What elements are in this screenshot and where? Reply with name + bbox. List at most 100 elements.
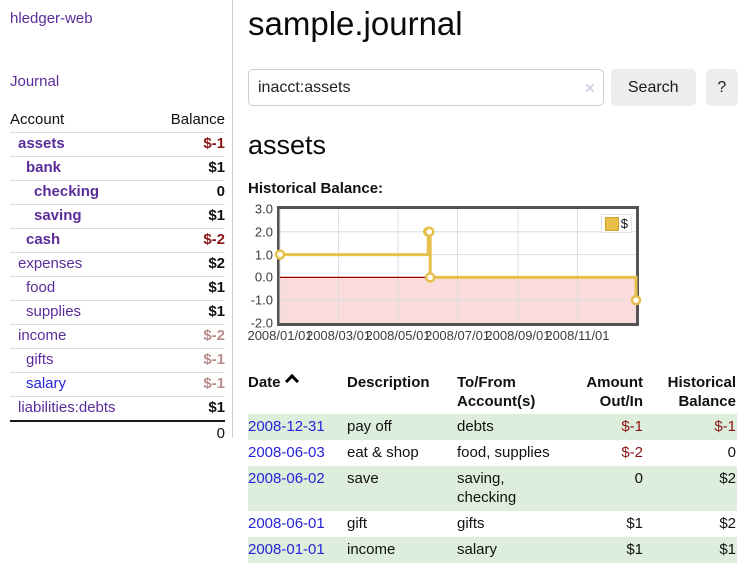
account-balance: $1	[152, 276, 225, 301]
chart-title: Historical Balance:	[248, 180, 384, 197]
transaction-date-link[interactable]: 2008-06-02	[248, 470, 325, 487]
account-row-expenses: expenses $2	[10, 252, 225, 277]
transaction-date-link[interactable]: 2008-06-01	[248, 515, 325, 532]
search-form: × Search ?	[248, 69, 738, 106]
account-balance: $2	[152, 252, 225, 277]
register-header-accounts: To/From Account(s)	[457, 374, 536, 410]
account-row-salary: salary $-1	[10, 372, 225, 397]
transaction-date-link[interactable]: 2008-06-03	[248, 444, 325, 461]
transaction-date-link[interactable]: 2008-12-31	[248, 418, 325, 435]
account-link-bank[interactable]: bank	[26, 159, 62, 176]
transaction-balance: $-1	[714, 418, 736, 435]
sidebar: hledger-web Journal Account Balance asse…	[0, 0, 232, 446]
transaction-accounts: saving, checking	[457, 470, 517, 506]
account-link-assets[interactable]: assets	[18, 135, 65, 152]
transaction-accounts: salary	[457, 541, 498, 558]
account-link-income[interactable]: income	[18, 327, 67, 344]
transaction-balance: 0	[727, 444, 736, 461]
y-axis-tick-label: -2.0	[250, 315, 273, 331]
account-row-cash: cash $-2	[10, 228, 225, 253]
transaction-balance: $2	[719, 470, 736, 487]
account-balance: $1	[152, 396, 225, 421]
search-button[interactable]: Search	[610, 69, 696, 106]
register-header-row: Date Description To/From Account(s) Amou…	[248, 371, 737, 414]
register-row: 2008-06-01 gift gifts $1 $2	[248, 511, 737, 537]
transaction-accounts: food, supplies	[457, 444, 550, 461]
account-row-food: food $1	[10, 276, 225, 301]
account-balance: $-1	[152, 348, 225, 373]
account-link-expenses[interactable]: expenses	[18, 255, 83, 272]
account-row-bank: bank $1	[10, 156, 225, 181]
register-row: 2008-12-31 pay off debts $-1 $-1	[248, 414, 737, 440]
account-link-supplies[interactable]: supplies	[26, 303, 82, 320]
register-table: Date Description To/From Account(s) Amou…	[248, 371, 737, 563]
account-heading: assets	[248, 130, 327, 160]
sidebar-nav: Journal	[10, 73, 226, 91]
account-balance: $1	[152, 300, 225, 325]
account-link-checking[interactable]: checking	[34, 183, 100, 200]
transaction-date-link[interactable]: 2008-01-01	[248, 541, 325, 558]
accounts-header-account: Account	[10, 111, 65, 128]
transaction-amount: $-2	[621, 444, 643, 461]
account-link-salary[interactable]: salary	[26, 375, 67, 392]
transaction-accounts: gifts	[457, 515, 485, 532]
account-balance: $-2	[152, 228, 225, 253]
sidebar-divider	[232, 0, 233, 438]
transaction-amount: 0	[634, 470, 643, 487]
account-row-checking: checking 0	[10, 180, 225, 205]
account-row-supplies: supplies $1	[10, 300, 225, 325]
legend-label: $	[620, 216, 628, 231]
page-title: sample.journal	[248, 5, 463, 42]
transaction-description: save	[347, 470, 379, 487]
accounts-header-balance: Balance	[170, 111, 225, 128]
transaction-description: pay off	[347, 418, 392, 435]
transaction-amount: $1	[626, 515, 643, 532]
account-balance: 0	[152, 180, 225, 205]
account-balance: $-2	[152, 324, 225, 349]
account-link-cash[interactable]: cash	[26, 231, 61, 248]
account-link-gifts[interactable]: gifts	[26, 351, 54, 368]
chart-legend: $	[600, 214, 632, 233]
chart-plot: $	[274, 206, 642, 326]
x-axis-tick-label: 2008/09/01	[485, 328, 551, 343]
help-button[interactable]: ?	[705, 69, 738, 106]
x-axis-tick-label: 2008/03/01	[305, 328, 372, 343]
accounts-table: Account Balance assets $-1 bank $1 check…	[10, 108, 225, 446]
app-brand[interactable]: hledger-web	[10, 10, 93, 27]
account-balance: $1	[152, 204, 225, 229]
transaction-description: gift	[347, 515, 368, 532]
y-axis-tick-label: 1.0	[254, 247, 273, 263]
transaction-description: income	[347, 541, 396, 558]
transaction-balance: $1	[719, 541, 736, 558]
search-box: ×	[248, 69, 604, 106]
main-content: sample.journal × Search ? assets Histori…	[247, 0, 738, 563]
accounts-total-value: 0	[152, 420, 225, 446]
transaction-balance: $2	[719, 515, 736, 532]
y-axis-tick-label: 2.0	[254, 224, 273, 240]
accounts-total-row: 0	[10, 420, 225, 446]
register-row: 2008-06-02 save saving, checking 0 $2	[248, 466, 737, 511]
account-link-food[interactable]: food	[26, 279, 56, 296]
x-axis-tick-label: 2008/07/01	[424, 328, 491, 343]
account-balance: $1	[152, 156, 225, 181]
x-axis-tick-label: 2008/05/01	[365, 328, 431, 343]
y-axis-tick-label: -1.0	[250, 292, 273, 308]
search-input[interactable]	[248, 69, 604, 106]
transaction-description: eat & shop	[347, 444, 419, 461]
account-link-liabilities-debts[interactable]: liabilities:debts	[18, 399, 116, 416]
register-header-amount: Amount Out/In	[586, 374, 643, 410]
account-row-gifts: gifts $-1	[10, 348, 225, 373]
account-row-assets: assets $-1	[10, 132, 225, 157]
account-balance: $-1	[152, 132, 225, 157]
accounts-total-spacer	[10, 420, 153, 446]
register-row: 2008-06-03 eat & shop food, supplies $-2…	[248, 440, 737, 466]
register-header-date[interactable]: Date	[248, 371, 347, 414]
sidebar-item-journal[interactable]: Journal	[10, 73, 60, 90]
account-link-saving[interactable]: saving	[34, 207, 82, 224]
account-balance: $-1	[152, 372, 225, 397]
clear-search-icon[interactable]: ×	[584, 78, 595, 97]
transaction-accounts: debts	[457, 418, 494, 435]
account-row-saving: saving $1	[10, 204, 225, 229]
y-axis-tick-label: 0.0	[254, 269, 273, 285]
transaction-amount: $-1	[621, 418, 643, 435]
